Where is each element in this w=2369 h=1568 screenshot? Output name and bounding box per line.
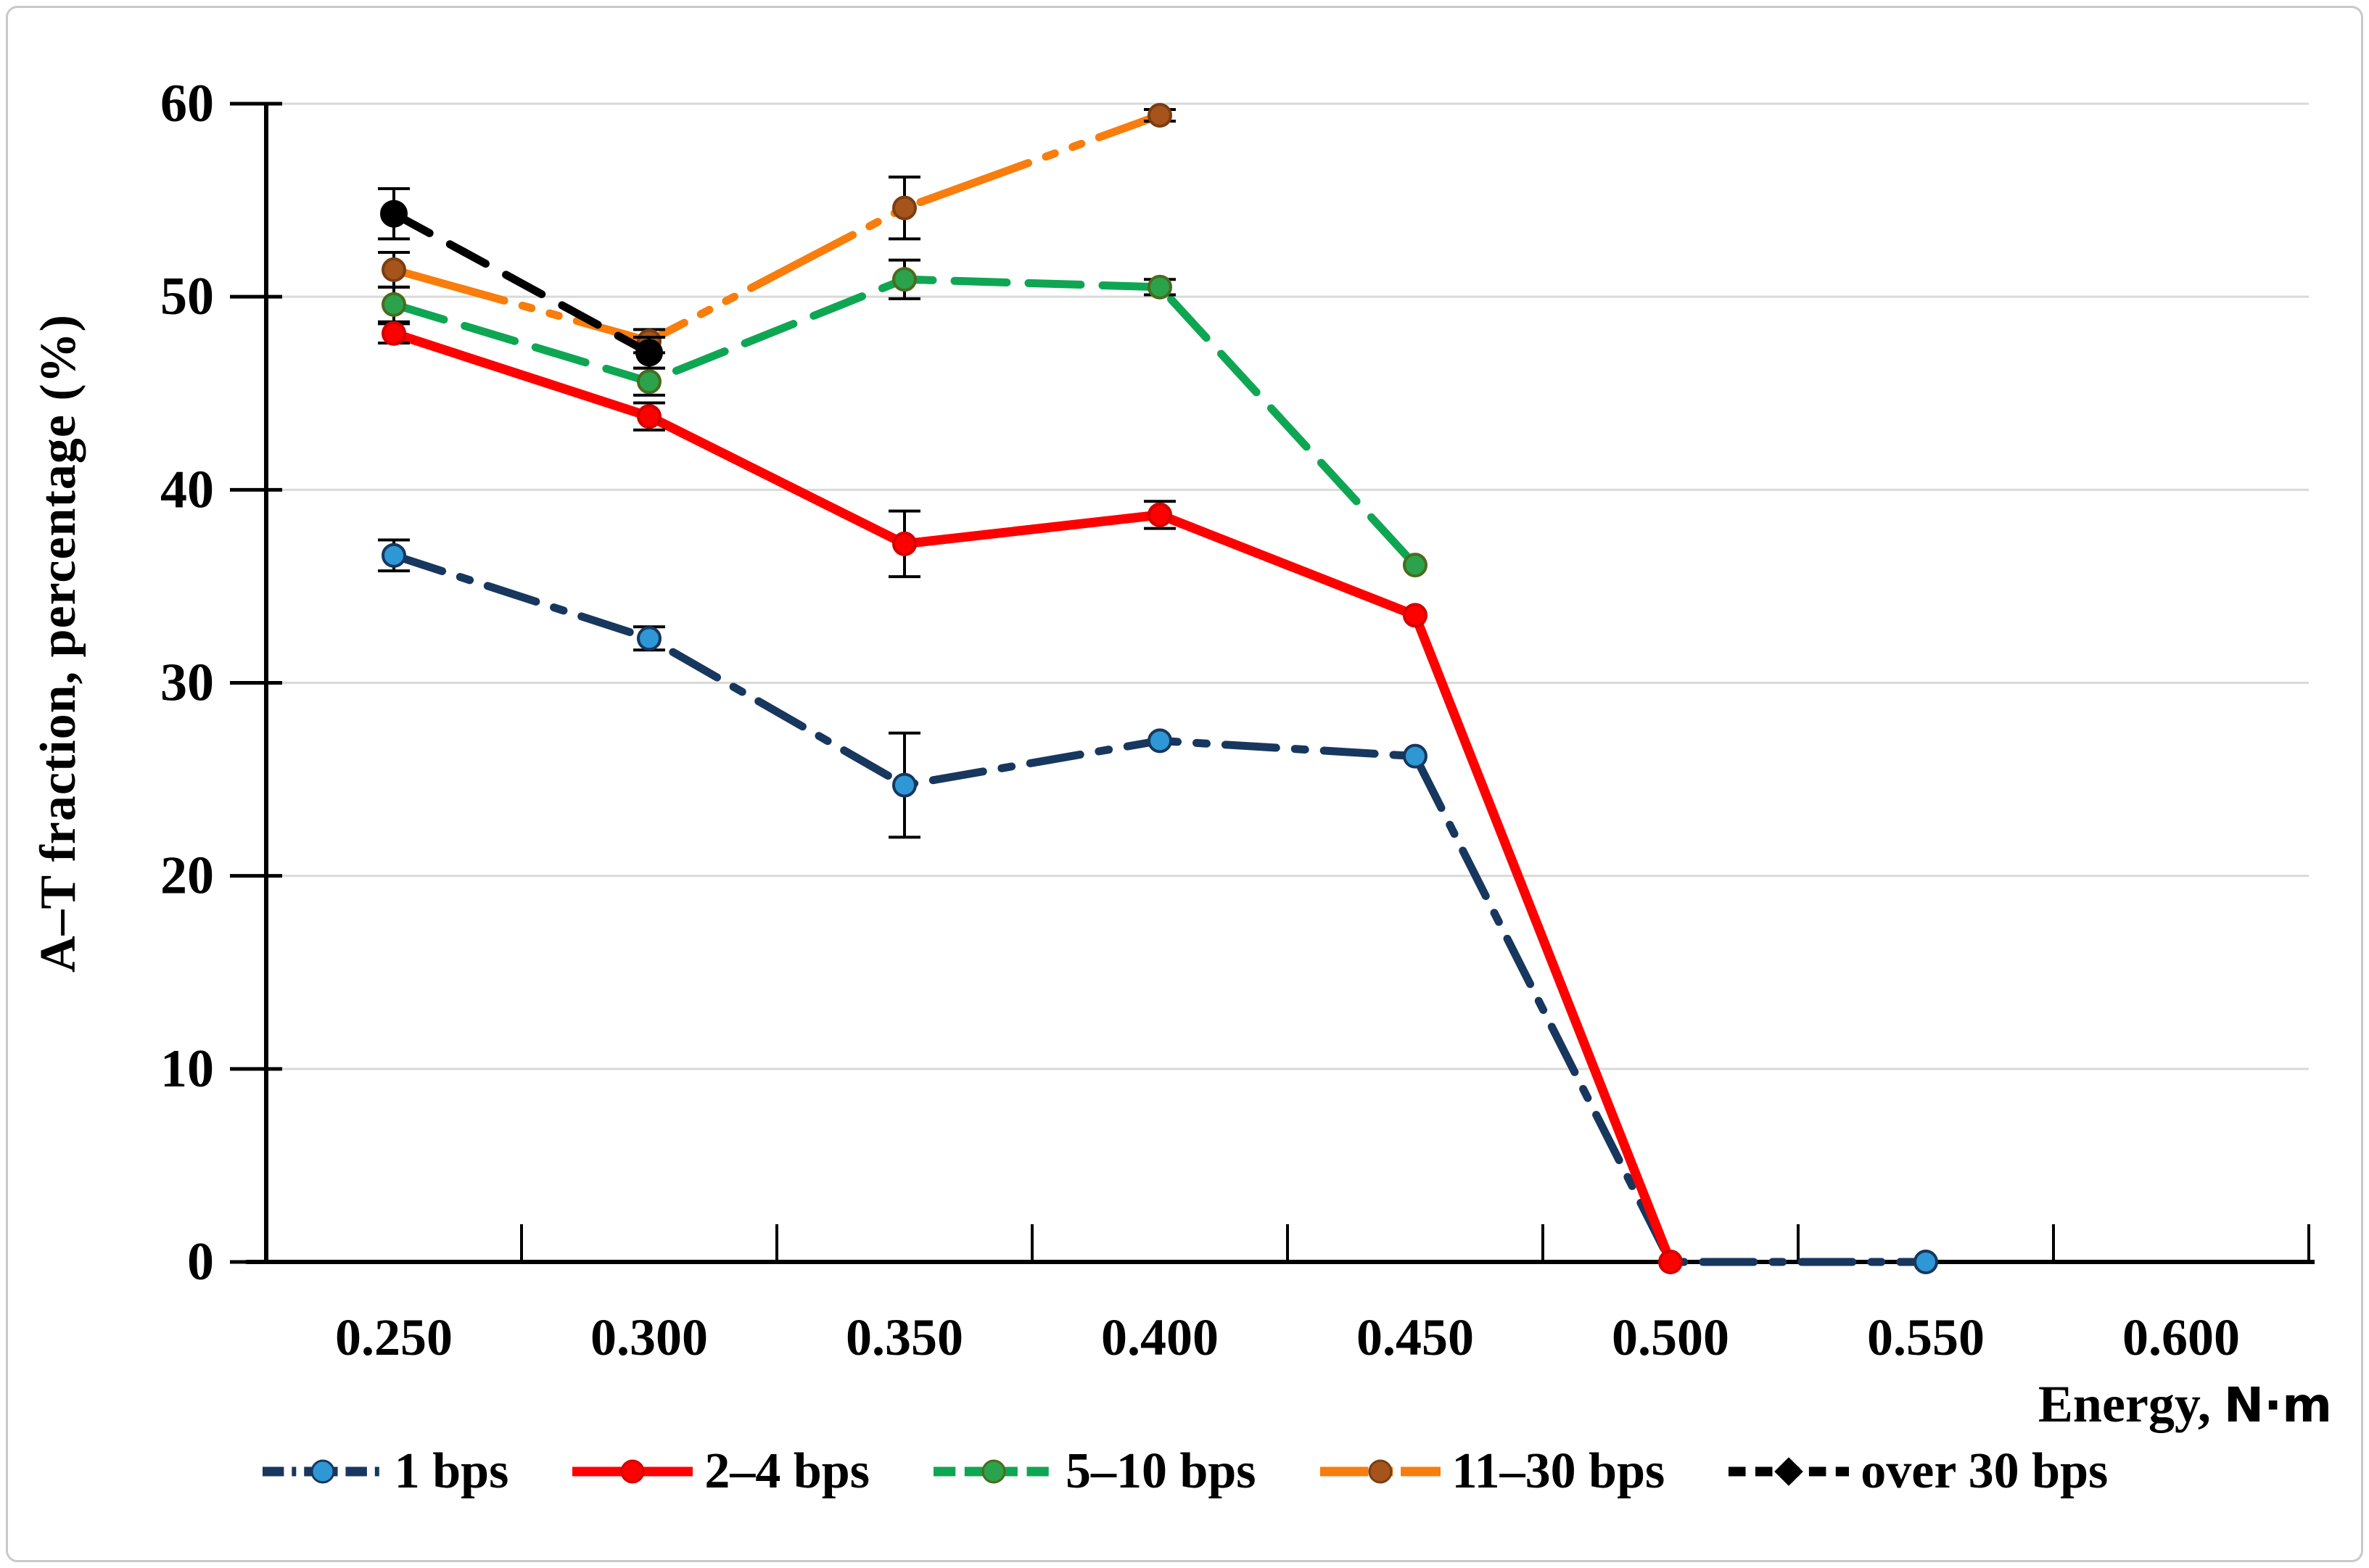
chart-legend: 1 bps 2–4 bps 5–10 bps 11–30 bps over 30…: [8, 1443, 2361, 1501]
x-tick-label: 0.500: [1612, 1308, 1729, 1366]
data-point-marker: [1913, 1250, 1938, 1274]
legend-item-over30bps: over 30 bps: [1727, 1443, 2108, 1501]
y-tick-label: 20: [160, 846, 214, 906]
data-point-marker: [1403, 743, 1427, 769]
legend-item-2-4bps: 2–4 bps: [571, 1443, 870, 1501]
legend-diamond-marker: [1774, 1457, 1804, 1486]
data-point-marker: [1658, 1250, 1683, 1274]
data-point-marker: [380, 199, 408, 228]
legend-label-over30bps: over 30 bps: [1861, 1443, 2109, 1499]
data-point-marker: [1148, 102, 1172, 128]
x-tick-label: 0.350: [846, 1308, 963, 1366]
legend-circle-marker: [620, 1459, 645, 1484]
x-axis-title-text: Energy,: [2038, 1375, 2211, 1433]
data-point-marker: [382, 257, 406, 282]
data-point-marker: [1403, 603, 1427, 628]
series-line: [389, 329, 1676, 1267]
x-tick-label: 0.600: [2122, 1308, 2240, 1366]
legend-label-2-4bps: 2–4 bps: [704, 1443, 870, 1499]
y-tick-label: 30: [160, 653, 214, 713]
y-tick-label: 10: [160, 1039, 214, 1099]
legend-label-1bps: 1 bps: [394, 1443, 509, 1499]
x-axis-title: Energy, N·m: [2038, 1374, 2332, 1435]
data-point-marker: [1148, 502, 1172, 527]
data-point-marker: [1148, 728, 1172, 754]
data-point-marker: [637, 369, 662, 395]
legend-circle-marker: [1368, 1459, 1393, 1484]
x-tick-label: 0.550: [1867, 1308, 1985, 1366]
x-tick-label: 0.450: [1356, 1308, 1474, 1366]
series-line: [390, 551, 1930, 1266]
x-axis-title-unit: N·m: [2223, 1377, 2332, 1433]
legend-marker-11-30bps: [1319, 1459, 1441, 1484]
y-tick-label: 60: [160, 74, 214, 133]
data-point-marker: [1148, 274, 1172, 300]
data-point-marker: [382, 321, 406, 346]
data-point-marker: [637, 626, 662, 651]
data-point-marker: [892, 531, 917, 556]
data-point-marker: [635, 339, 663, 367]
legend-item-11-30bps: 11–30 bps: [1319, 1443, 1665, 1501]
series-line: [390, 111, 1164, 346]
x-tick-label: 0.400: [1101, 1308, 1219, 1366]
legend-marker-over30bps: [1729, 1457, 1850, 1486]
y-tick-label: 40: [160, 460, 214, 519]
legend-marker-1bps: [262, 1459, 383, 1484]
line-chart-canvas: 0 10 20 30 40 50 60 0.250 0.300 0.350 0.400 0.450 0.…: [160, 74, 2315, 1366]
legend-circle-marker: [310, 1459, 335, 1484]
data-point-marker: [892, 267, 917, 292]
legend-item-5-10bps: 5–10 bps: [932, 1443, 1256, 1501]
chart-figure: 0 10 20 30 40 50 60 0.250 0.300 0.350 0.400 0.450 0.…: [6, 6, 2363, 1562]
y-tick-label: 0: [187, 1232, 214, 1292]
legend-marker-2-4bps: [572, 1459, 693, 1484]
series-line: [390, 210, 654, 357]
data-point-marker: [1403, 553, 1427, 578]
data-point-marker: [382, 292, 406, 317]
legend-circle-marker: [981, 1459, 1006, 1484]
legend-item-1bps: 1 bps: [261, 1443, 509, 1501]
y-axis-title: A–T fraction, percentage (%): [30, 314, 86, 973]
legend-label-5-10bps: 5–10 bps: [1065, 1443, 1256, 1499]
data-point-marker: [892, 772, 917, 798]
data-point-marker: [382, 542, 406, 568]
data-point-marker: [637, 404, 662, 429]
legend-marker-5-10bps: [933, 1459, 1054, 1484]
data-point-marker: [892, 195, 917, 220]
x-tick-label: 0.250: [335, 1308, 453, 1366]
y-tick-label: 50: [160, 267, 214, 326]
x-tick-label: 0.300: [590, 1308, 708, 1366]
legend-label-11-30bps: 11–30 bps: [1451, 1443, 1665, 1499]
